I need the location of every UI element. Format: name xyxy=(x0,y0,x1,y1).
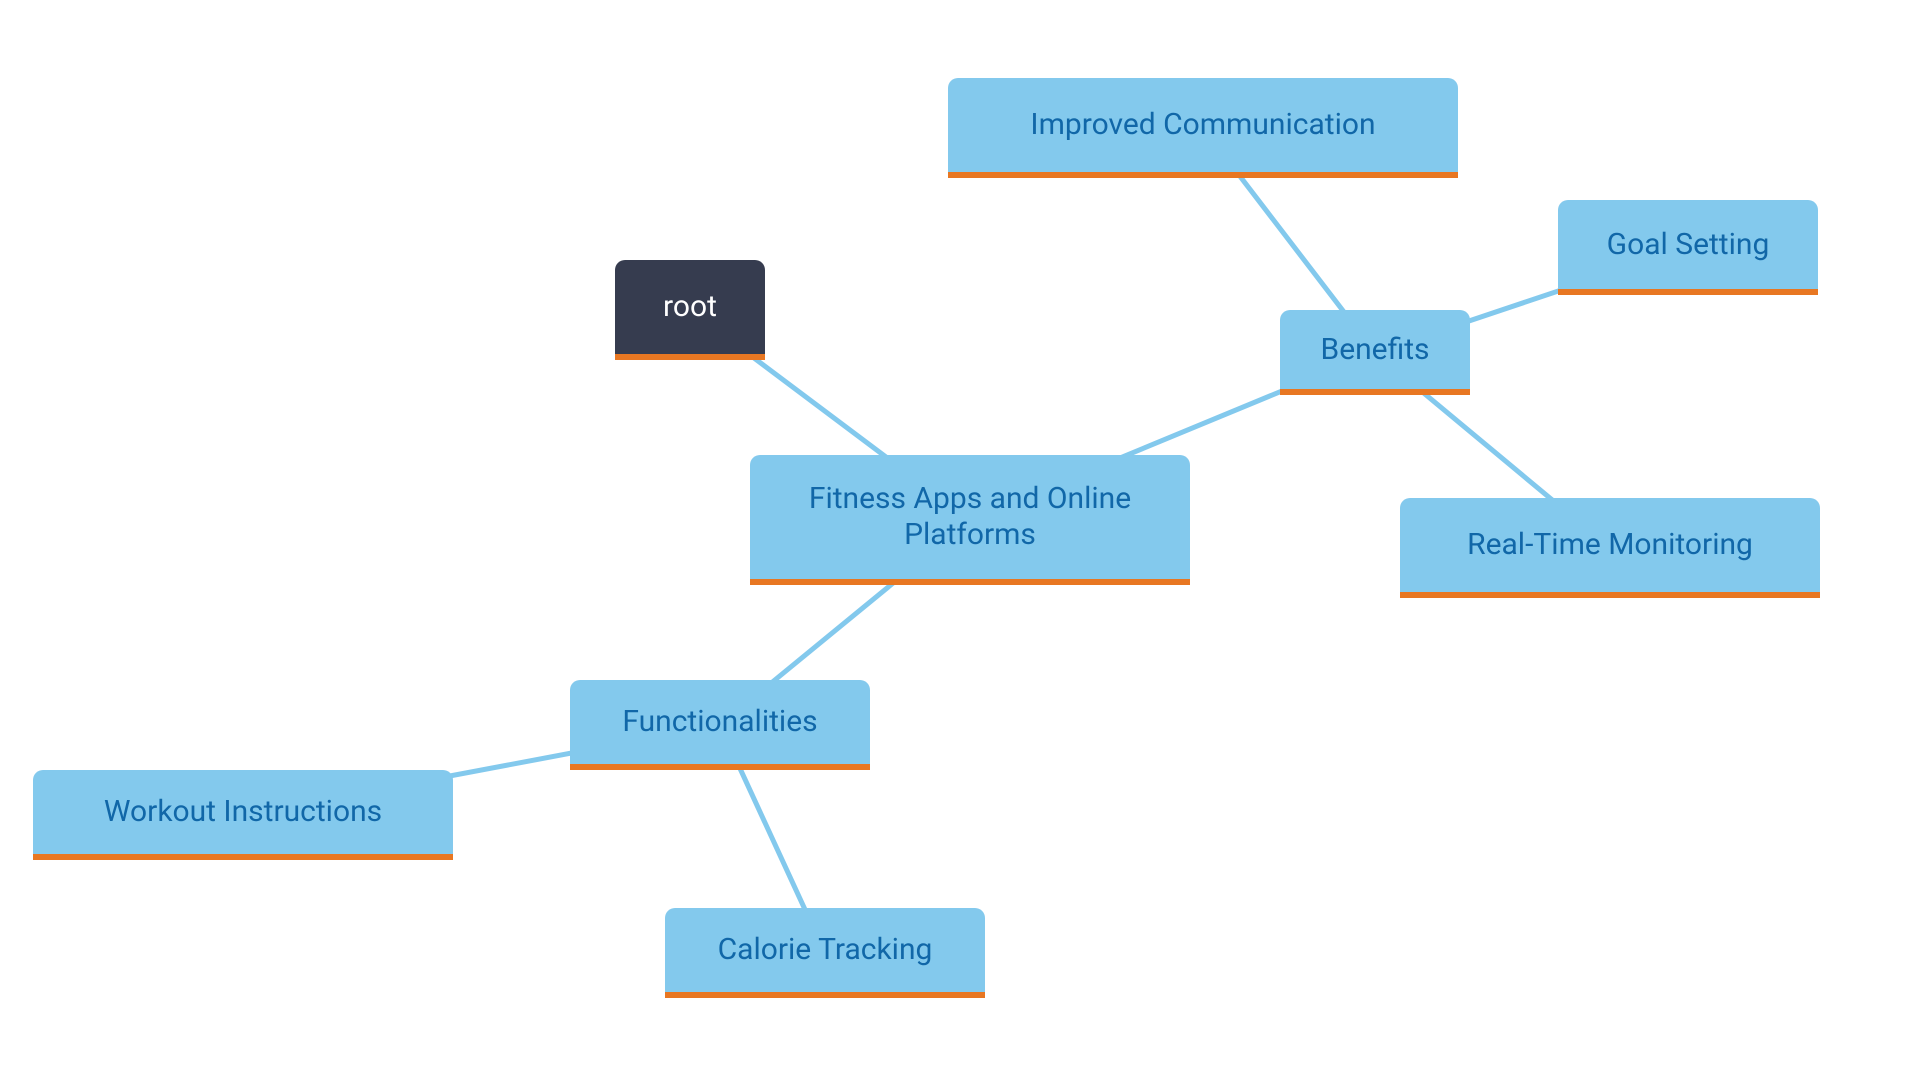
node-impcom: Improved Communication xyxy=(948,78,1458,178)
node-label: Functionalities xyxy=(622,704,817,740)
node-main: Fitness Apps and Online Platforms xyxy=(750,455,1190,585)
node-rtm: Real-Time Monitoring xyxy=(1400,498,1820,598)
node-label: Improved Communication xyxy=(1030,107,1375,143)
node-func: Functionalities xyxy=(570,680,870,770)
node-label: Benefits xyxy=(1321,332,1430,368)
node-label: Goal Setting xyxy=(1607,227,1770,263)
node-workout: Workout Instructions xyxy=(33,770,453,860)
node-label: root xyxy=(663,289,717,325)
node-label: Fitness Apps and Online Platforms xyxy=(770,481,1170,553)
node-label: Real-Time Monitoring xyxy=(1467,527,1753,563)
node-calorie: Calorie Tracking xyxy=(665,908,985,998)
node-benefits: Benefits xyxy=(1280,310,1470,395)
node-label: Calorie Tracking xyxy=(718,932,933,968)
node-root: root xyxy=(615,260,765,360)
mindmap-diagram: root Fitness Apps and Online Platforms Ben… xyxy=(0,0,1920,1080)
node-goal: Goal Setting xyxy=(1558,200,1818,295)
node-label: Workout Instructions xyxy=(104,794,382,830)
